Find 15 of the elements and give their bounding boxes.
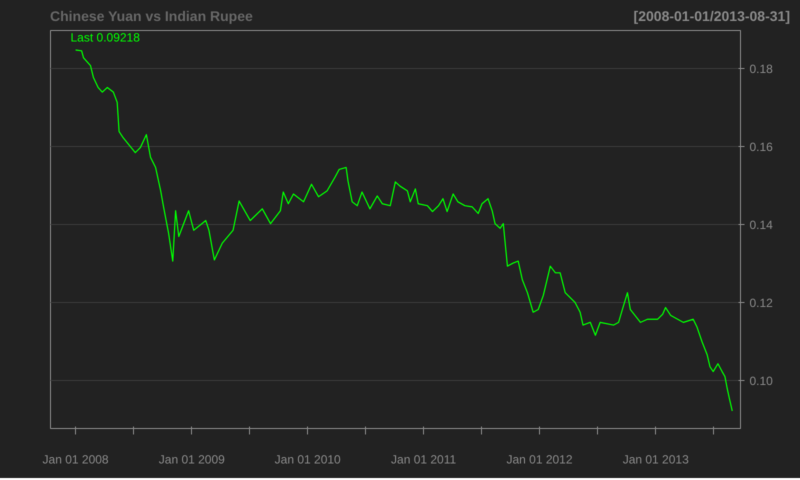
x-tick-label: Jan 01 2013: [622, 452, 690, 466]
y-tick-label: 0.16: [750, 140, 774, 154]
y-tick-label: 0.18: [750, 62, 774, 76]
chart-title: Chinese Yuan vs Indian Rupee: [50, 7, 253, 26]
line-series: [74, 49, 733, 412]
x-tick-label: Jan 01 2011: [391, 452, 457, 466]
y-tick-label: 0.10: [750, 374, 774, 388]
x-tick-label: Jan 01 2009: [158, 452, 226, 466]
annotation: Last 0.09218: [70, 30, 140, 44]
chart-subtitle: [2008-01-01/2013-08-31]: [634, 7, 790, 26]
x-tick-label: Jan 01 2012: [506, 452, 573, 466]
x-tick-label: Jan 01 2010: [274, 452, 342, 466]
x-tick-label: Jan 01 2008: [42, 452, 109, 466]
y-tick-label: 0.12: [750, 296, 774, 310]
y-tick-label: 0.14: [750, 218, 774, 232]
